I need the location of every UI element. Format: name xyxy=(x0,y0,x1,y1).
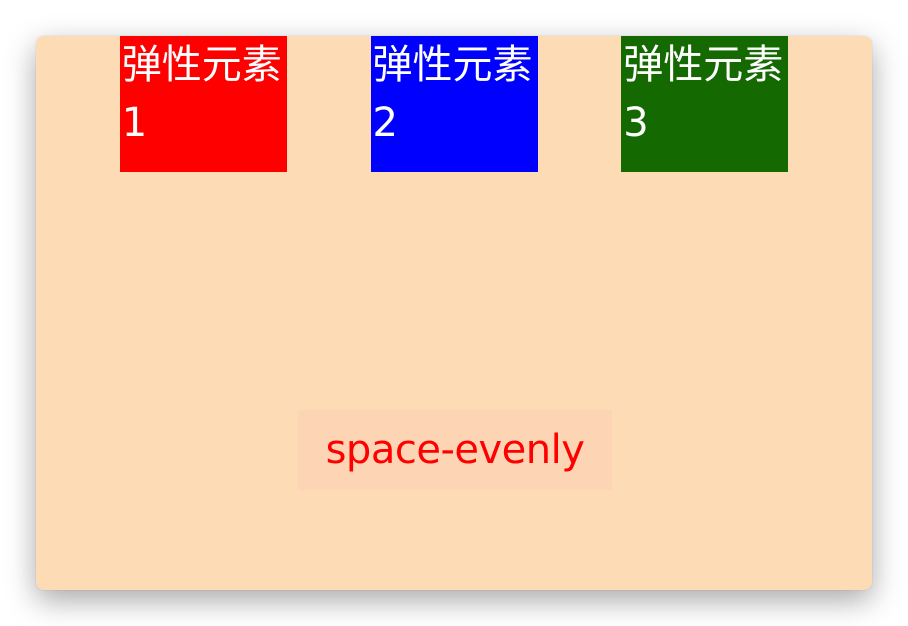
flex-container: 弹性元素1 弹性元素2 弹性元素3 space-evenly xyxy=(36,36,872,590)
flex-item-3: 弹性元素3 xyxy=(621,36,789,172)
flex-item-2: 弹性元素2 xyxy=(370,36,538,172)
caption-box: space-evenly xyxy=(298,410,612,490)
flex-row: 弹性元素1 弹性元素2 弹性元素3 xyxy=(36,36,872,172)
flex-item-1: 弹性元素1 xyxy=(119,36,287,172)
justify-content-label: space-evenly xyxy=(325,427,585,473)
